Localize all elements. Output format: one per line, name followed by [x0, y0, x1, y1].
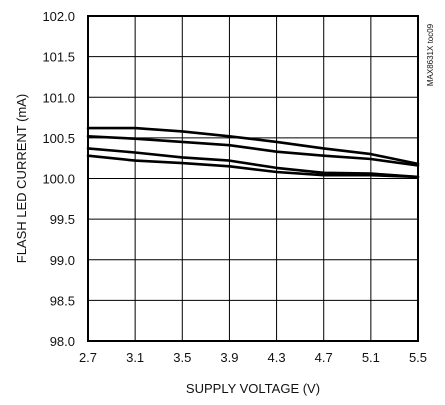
- y-tick-label: 102.0: [42, 9, 75, 24]
- y-tick-label: 100.0: [42, 172, 75, 187]
- series-line-4: [86, 154, 420, 179]
- x-axis-title: SUPPLY VOLTAGE (V): [186, 381, 320, 396]
- y-tick-label: 99.0: [50, 253, 75, 268]
- series-line-2: [86, 135, 420, 167]
- x-tick-label: 3.5: [173, 350, 191, 365]
- x-tick-label: 3.1: [126, 350, 144, 365]
- part-code-annotation: MAX8631X toc09: [426, 23, 435, 86]
- x-tick-label: 4.3: [268, 350, 286, 365]
- series-line-1: [86, 126, 420, 166]
- x-tick-label: 5.5: [409, 350, 427, 365]
- y-tick-label: 101.5: [42, 50, 75, 65]
- series-layer: [86, 126, 420, 179]
- grid: [88, 16, 418, 341]
- y-tick-label: 100.5: [42, 131, 75, 146]
- y-tick-label: 101.0: [42, 90, 75, 105]
- series-line-3: [86, 147, 420, 179]
- y-tick-label: 99.5: [50, 212, 75, 227]
- tick-labels: 2.7 3.1 3.5 3.9 4.3 4.7 5.1 5.5 98.0 98.5 99.0 99.5…: [42, 9, 427, 365]
- y-tick-label: 98.0: [50, 334, 75, 349]
- y-tick-label: 98.5: [50, 293, 75, 308]
- x-tick-label: 5.1: [362, 350, 380, 365]
- plot-frame: [87, 15, 419, 342]
- x-tick-label: 2.7: [79, 350, 97, 365]
- x-tick-label: 3.9: [220, 350, 238, 365]
- y-axis-title: FLASH LED CURRENT (mA): [14, 94, 29, 264]
- x-tick-label: 4.7: [315, 350, 333, 365]
